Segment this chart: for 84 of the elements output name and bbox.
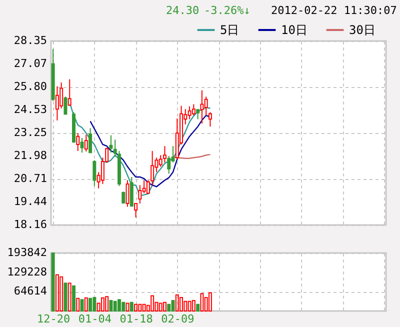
x-tick-label: 01-04 [78, 312, 112, 326]
bar [80, 299, 84, 312]
bar [188, 300, 192, 312]
bar [130, 302, 134, 312]
bar [92, 297, 96, 312]
candlestick [162, 146, 166, 163]
candlestick [76, 132, 80, 152]
candlestick [84, 134, 88, 152]
candlestick [88, 128, 92, 154]
legend-label: 10日 [281, 23, 308, 37]
y-tick-label: 18.16 [14, 218, 47, 231]
bar [162, 302, 166, 312]
bar [105, 296, 109, 312]
y-tick-label: 24.53 [14, 102, 47, 116]
candlestick [92, 160, 96, 186]
text: -3.26%↓ [204, 4, 250, 17]
y-tick-label: 129228 [7, 265, 47, 278]
candlestick [68, 78, 72, 106]
bar [200, 293, 204, 312]
candlestick [134, 202, 138, 218]
candlestick [130, 176, 134, 208]
bar [196, 304, 200, 312]
y-tick-label: 19.44 [14, 194, 48, 208]
legend-label: 30日 [349, 23, 376, 37]
candlestick [60, 82, 64, 109]
bar [208, 292, 212, 312]
candlestick [200, 90, 204, 124]
candlestick [55, 86, 59, 121]
bar [76, 298, 80, 312]
bar [150, 295, 154, 312]
bar [88, 298, 92, 312]
y-tick-label: 23.25 [14, 126, 47, 140]
bar [134, 304, 138, 312]
bar [142, 304, 146, 312]
bar [126, 302, 130, 312]
text: 2012-02-22 11:30:07 [271, 4, 397, 17]
y-tick-label: 20.71 [14, 172, 47, 185]
bar [68, 282, 72, 312]
candlestick [109, 134, 113, 154]
bar [204, 297, 208, 312]
y-tick-label: 193842 [7, 246, 47, 259]
text: 24.30 [166, 4, 200, 17]
candlestick [192, 104, 196, 116]
bar [118, 299, 121, 312]
candlestick [208, 112, 212, 128]
bar [192, 300, 196, 312]
bar [180, 297, 184, 312]
bar [84, 297, 88, 312]
x-tick-label: 12-20 [37, 312, 70, 326]
candlestick [196, 108, 200, 120]
candlestick [150, 150, 154, 186]
x-tick-label: 01-18 [120, 312, 153, 326]
bar [64, 282, 68, 312]
candlestick [126, 180, 130, 208]
bar [109, 300, 113, 312]
bar [146, 304, 150, 312]
y-tick-label: 21.98 [14, 149, 47, 162]
y-tick-label: 28.35 [14, 34, 47, 47]
candlestick [204, 96, 208, 116]
candlestick [167, 156, 171, 174]
bar [122, 302, 126, 312]
bar [175, 294, 179, 312]
line-series [90, 114, 211, 188]
y-tick-label: 64614 [14, 284, 48, 298]
y-tick-label: 27.07 [14, 57, 47, 70]
bar [158, 302, 162, 312]
bar [96, 302, 100, 312]
bar [100, 297, 104, 312]
bar [167, 304, 171, 312]
bar [138, 304, 142, 312]
bar [154, 302, 158, 312]
candlestick [188, 106, 192, 120]
x-tick-label: 02-09 [161, 312, 194, 326]
candlestick [64, 96, 68, 116]
bar [55, 274, 59, 312]
candlestick [138, 184, 142, 204]
bar [113, 300, 117, 312]
bar [184, 300, 188, 312]
candlestick [80, 137, 84, 154]
legend-label: 5日 [220, 23, 240, 37]
bar [72, 285, 76, 312]
bar [60, 276, 64, 312]
candlestick [146, 180, 150, 194]
y-tick-label: 25.80 [14, 80, 47, 94]
